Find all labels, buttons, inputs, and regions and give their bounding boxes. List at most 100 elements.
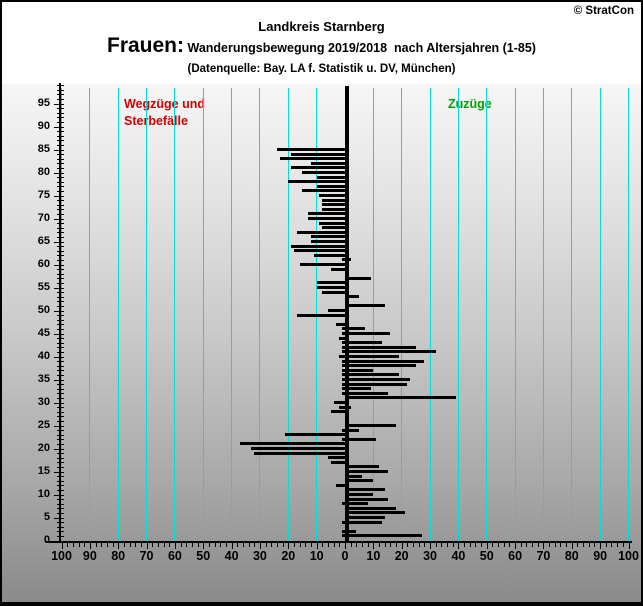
y-axis-tick: [54, 126, 64, 128]
bar-left-age-61: [342, 258, 345, 262]
y-axis-tick: [57, 480, 64, 482]
x-axis-tick: [464, 542, 466, 547]
x-axis-label: 90: [593, 548, 608, 563]
y-axis-tick: [54, 402, 64, 404]
x-axis-tick: [293, 542, 295, 547]
gridline-vertical: [628, 88, 629, 541]
y-axis-tick: [54, 195, 64, 197]
x-axis-tick: [231, 542, 233, 549]
x-axis-tick: [339, 542, 341, 547]
bar-left-age-33: [342, 387, 345, 391]
bar-right-age-38: [347, 364, 416, 368]
y-axis-tick: [57, 177, 64, 179]
x-axis-label: 40: [451, 548, 466, 563]
x-axis-line: [46, 540, 632, 543]
x-axis-tick: [72, 542, 74, 547]
x-axis-tick: [118, 542, 120, 549]
gridline-vertical: [287, 88, 289, 541]
bar-right-age-53: [347, 295, 360, 299]
bar-left-age-62: [313, 253, 345, 257]
x-axis-tick: [475, 542, 477, 547]
x-axis-tick: [413, 542, 415, 547]
x-axis-tick: [112, 542, 114, 547]
bar-left-age-23: [285, 433, 345, 437]
x-axis-tick: [554, 542, 556, 547]
x-axis-tick: [509, 542, 511, 547]
x-axis-tick: [191, 542, 193, 547]
left-series-label: Wegzüge und Sterbefälle: [124, 96, 205, 130]
y-axis-tick: [57, 503, 64, 505]
x-axis-tick: [373, 542, 375, 549]
bar-left-age-78: [288, 180, 345, 184]
x-axis-tick: [180, 542, 182, 547]
gridline-vertical: [231, 88, 233, 541]
chart-subtitle-text: Wanderungsbewegung 2019/2018 nach Alters…: [184, 41, 536, 55]
bar-left-age-12: [336, 483, 345, 487]
x-axis-tick: [526, 542, 528, 547]
y-axis-tick: [57, 526, 64, 528]
y-axis-tick: [57, 154, 64, 156]
bar-left-age-17: [330, 460, 345, 464]
bar-left-age-2: [342, 529, 345, 533]
y-axis-tick: [57, 328, 64, 330]
y-axis-tick: [57, 365, 64, 367]
y-axis-tick: [57, 374, 64, 376]
y-axis-tick: [54, 517, 64, 519]
x-axis-tick: [101, 542, 103, 547]
bar-left-age-28: [330, 410, 345, 414]
y-axis-tick: [54, 264, 64, 266]
y-axis-tick: [57, 512, 64, 514]
bar-left-age-8: [342, 502, 345, 506]
bar-right-age-8: [347, 502, 368, 506]
x-axis-label: 30: [252, 548, 267, 563]
y-axis-tick: [57, 282, 64, 284]
x-axis-tick: [418, 542, 420, 547]
y-axis-label: 60: [37, 258, 50, 270]
x-axis-tick: [594, 542, 596, 547]
x-axis-tick: [628, 542, 630, 549]
x-axis-label: 50: [479, 548, 494, 563]
y-axis-label: 90: [37, 120, 50, 132]
y-axis-tick: [57, 457, 64, 459]
y-axis-tick: [57, 522, 64, 524]
x-axis-tick: [282, 542, 284, 547]
bar-right-age-36: [347, 373, 399, 377]
bar-left-age-18: [327, 456, 345, 460]
bar-right-age-22: [347, 437, 377, 441]
y-axis-tick: [57, 434, 64, 436]
y-axis-tick: [57, 420, 64, 422]
bar-left-age-37: [342, 368, 345, 372]
x-axis-tick: [345, 542, 346, 549]
bar-left-age-42: [342, 345, 345, 349]
y-axis-label: 0: [20, 535, 50, 546]
bar-left-age-76: [302, 189, 345, 193]
bar-left-age-4: [342, 520, 345, 524]
bar-right-age-35: [347, 378, 411, 381]
y-axis-tick: [57, 443, 64, 445]
y-axis-label: 5: [43, 511, 50, 523]
gridline-vertical: [514, 88, 516, 541]
bar-left-age-84: [291, 152, 345, 156]
x-axis-tick: [106, 542, 108, 547]
x-axis-tick: [588, 542, 590, 547]
bar-right-age-33: [347, 387, 371, 391]
y-axis-tick: [57, 416, 64, 418]
y-axis-tick: [57, 301, 64, 303]
gridline-vertical: [202, 88, 204, 541]
x-axis-tick: [225, 542, 227, 547]
y-axis-label: 45: [37, 327, 50, 339]
y-axis-tick: [54, 494, 64, 496]
bar-left-age-79: [316, 175, 345, 179]
x-axis-tick: [520, 542, 522, 547]
y-axis-tick: [54, 379, 64, 381]
y-axis-label: 40: [37, 350, 50, 362]
y-axis-tick: [54, 310, 64, 312]
x-axis-label: 60: [508, 548, 523, 563]
chart-subtitle: Frauen: Wanderungsbewegung 2019/2018 nac…: [0, 34, 643, 58]
x-axis-tick: [61, 542, 63, 549]
x-axis-tick: [299, 542, 301, 547]
y-axis-tick: [57, 296, 64, 298]
x-axis-tick: [605, 542, 607, 547]
bar-left-age-82: [310, 161, 345, 165]
bar-left-age-55: [316, 286, 345, 289]
